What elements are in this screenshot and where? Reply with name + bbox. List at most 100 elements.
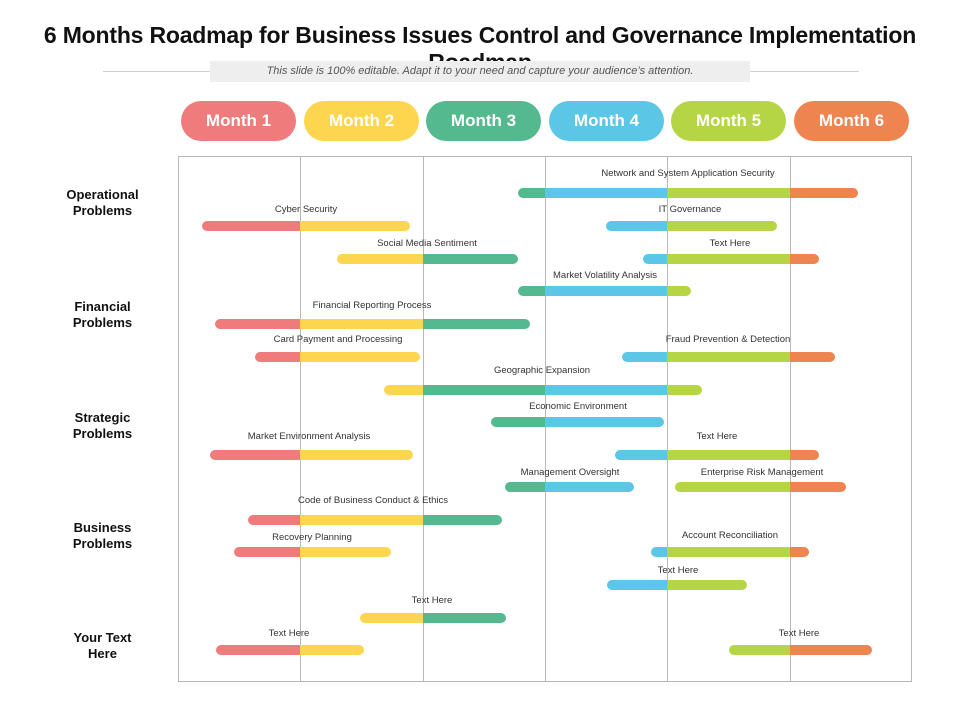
bar-segment-month-2 bbox=[337, 254, 423, 264]
bar-label: Fraud Prevention & Detection bbox=[665, 334, 791, 345]
roadmap-bar bbox=[674, 482, 846, 492]
bar-label: IT Governance bbox=[658, 204, 722, 215]
bar-segment-month-5 bbox=[667, 547, 790, 557]
roadmap-bar bbox=[215, 645, 364, 655]
month-divider-2 bbox=[423, 156, 424, 682]
bar-segment-month-6 bbox=[789, 645, 872, 655]
category-label-line: Here bbox=[88, 646, 117, 661]
category-label: Strategic Problems bbox=[40, 410, 165, 442]
bar-segment-month-1 bbox=[234, 547, 301, 557]
bar-segment-month-3 bbox=[518, 188, 545, 198]
bar-segment-month-3 bbox=[518, 286, 545, 296]
bar-segment-month-5 bbox=[667, 580, 747, 590]
month-4-pill: Month 4 bbox=[549, 101, 664, 141]
bar-segment-month-3 bbox=[422, 515, 503, 525]
roadmap-bar bbox=[337, 254, 519, 264]
roadmap-bar bbox=[383, 385, 702, 395]
bar-segment-month-4 bbox=[544, 482, 635, 492]
roadmap-bar bbox=[642, 254, 819, 264]
bar-segment-month-4 bbox=[544, 417, 664, 427]
roadmap-bar bbox=[491, 417, 664, 427]
month-2-pill: Month 2 bbox=[304, 101, 419, 141]
roadmap-bar bbox=[202, 221, 411, 231]
roadmap-bar bbox=[247, 515, 503, 525]
category-label: Financial Problems bbox=[40, 299, 165, 331]
bar-segment-month-1 bbox=[202, 221, 301, 231]
bar-label: Network and System Application Security bbox=[601, 168, 775, 179]
subtitle-caption: This slide is 100% editable. Adapt it to… bbox=[210, 61, 750, 82]
bar-label: Financial Reporting Process bbox=[312, 300, 432, 311]
category-label: Operational Problems bbox=[40, 187, 165, 219]
category-label-line: Operational bbox=[66, 187, 139, 202]
bar-label: Market Volatility Analysis bbox=[552, 270, 658, 281]
bar-segment-month-5 bbox=[667, 286, 691, 296]
bar-segment-month-2 bbox=[300, 450, 413, 460]
roadmap-bar bbox=[728, 645, 872, 655]
bar-segment-month-4 bbox=[651, 547, 668, 557]
bar-segment-month-2 bbox=[300, 352, 421, 362]
month-3-pill: Month 3 bbox=[426, 101, 541, 141]
bar-segment-month-5 bbox=[667, 385, 702, 395]
bar-label: Geographic Expansion bbox=[493, 365, 591, 376]
bar-label: Text Here bbox=[657, 565, 699, 576]
category-label-line: Financial bbox=[74, 299, 131, 314]
bar-label: Enterprise Risk Management bbox=[700, 467, 824, 478]
roadmap-bar bbox=[614, 450, 819, 460]
roadmap-bar bbox=[234, 547, 391, 557]
roadmap-bar bbox=[209, 450, 413, 460]
roadmap-bar bbox=[360, 613, 506, 623]
subtitle-divider-right bbox=[750, 71, 859, 72]
roadmap-bar bbox=[622, 352, 835, 362]
bar-segment-month-4 bbox=[544, 188, 668, 198]
bar-segment-month-6 bbox=[789, 352, 835, 362]
roadmap-bar bbox=[606, 221, 778, 231]
category-label-line: Business bbox=[73, 520, 132, 535]
bar-segment-month-1 bbox=[247, 515, 301, 525]
bar-label: Social Media Sentiment bbox=[377, 238, 477, 249]
bar-segment-month-1 bbox=[255, 352, 301, 362]
category-label-line: Your Text bbox=[73, 630, 132, 645]
bar-segment-month-4 bbox=[642, 254, 668, 264]
bar-label: Market Environment Analysis bbox=[247, 431, 371, 442]
bar-segment-month-4 bbox=[622, 352, 668, 362]
subtitle-divider-left bbox=[103, 71, 210, 72]
bar-segment-month-4 bbox=[544, 286, 668, 296]
bar-segment-month-1 bbox=[214, 319, 301, 329]
roadmap-bar bbox=[504, 482, 635, 492]
bar-segment-month-5 bbox=[667, 188, 790, 198]
month-divider-4 bbox=[667, 156, 668, 682]
bar-label: Card Payment and Processing bbox=[273, 334, 403, 345]
bar-segment-month-4 bbox=[614, 450, 668, 460]
month-6-pill: Month 6 bbox=[794, 101, 909, 141]
bar-segment-month-6 bbox=[789, 188, 859, 198]
bar-segment-month-3 bbox=[491, 417, 545, 427]
bar-segment-month-6 bbox=[789, 254, 819, 264]
bar-segment-month-3 bbox=[422, 385, 545, 395]
bar-label: Text Here bbox=[268, 628, 310, 639]
bar-segment-month-1 bbox=[209, 450, 301, 460]
bar-label: Economic Environment bbox=[529, 401, 627, 412]
bar-segment-month-2 bbox=[300, 221, 411, 231]
category-label-line: Strategic bbox=[74, 410, 131, 425]
bar-segment-month-1 bbox=[215, 645, 301, 655]
month-1-pill: Month 1 bbox=[181, 101, 296, 141]
bar-segment-month-5 bbox=[674, 482, 790, 492]
bar-segment-month-3 bbox=[422, 613, 506, 623]
month-5-pill: Month 5 bbox=[671, 101, 786, 141]
bar-label: Text Here bbox=[411, 595, 453, 606]
bar-label: Account Reconciliation bbox=[681, 530, 779, 541]
month-divider-5 bbox=[790, 156, 791, 682]
bar-segment-month-2 bbox=[300, 319, 423, 329]
bar-label: Text Here bbox=[778, 628, 820, 639]
bar-segment-month-2 bbox=[300, 547, 391, 557]
category-label-line: Problems bbox=[72, 203, 133, 218]
bar-segment-month-4 bbox=[606, 221, 668, 231]
bar-segment-month-6 bbox=[789, 450, 819, 460]
bar-segment-month-5 bbox=[728, 645, 790, 655]
month-divider-1 bbox=[300, 156, 301, 682]
roadmap-bar bbox=[518, 188, 859, 198]
roadmap-bar bbox=[518, 286, 691, 296]
category-label-line: Problems bbox=[72, 315, 133, 330]
bar-segment-month-3 bbox=[422, 319, 531, 329]
bar-segment-month-3 bbox=[504, 482, 545, 492]
